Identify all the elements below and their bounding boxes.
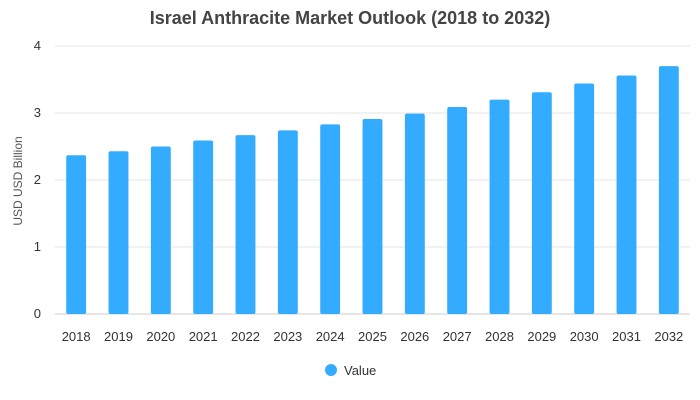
bar-2029[interactable] xyxy=(531,92,552,314)
y-tick-label: 0 xyxy=(34,306,41,321)
x-tick-label: 2027 xyxy=(443,329,472,344)
x-tick-label: 2029 xyxy=(527,329,556,344)
x-tick-label: 2019 xyxy=(104,329,133,344)
bar-2026[interactable] xyxy=(404,113,425,314)
bar-2021[interactable] xyxy=(193,140,214,314)
bar-2028[interactable] xyxy=(489,99,510,314)
y-tick-label: 3 xyxy=(34,105,41,120)
x-tick-label: 2023 xyxy=(273,329,302,344)
y-tick-label: 4 xyxy=(34,38,41,53)
x-axis-ticks: 2018 2019 2020 2021 2022 2023 2024 2025 2026 2027… xyxy=(62,329,684,344)
x-tick-label: 2028 xyxy=(485,329,514,344)
chart-title: Israel Anthracite Market Outlook (2018 t… xyxy=(149,8,551,28)
x-tick-label: 2024 xyxy=(316,329,345,344)
bar-2031[interactable] xyxy=(616,75,637,314)
bar-2022[interactable] xyxy=(235,135,256,314)
bar-2025[interactable] xyxy=(362,119,383,314)
bar-2020[interactable] xyxy=(150,146,171,315)
y-tick-label: 2 xyxy=(34,172,41,187)
bar-2023[interactable] xyxy=(277,130,298,314)
legend[interactable]: Value xyxy=(325,363,376,378)
bars xyxy=(66,66,679,315)
bar-2030[interactable] xyxy=(574,83,595,315)
legend-swatch-value xyxy=(325,364,337,376)
legend-label-value: Value xyxy=(344,363,376,378)
x-tick-label: 2032 xyxy=(654,329,683,344)
x-tick-label: 2020 xyxy=(146,329,175,344)
x-tick-label: 2026 xyxy=(400,329,429,344)
bar-2024[interactable] xyxy=(320,124,341,314)
y-axis-label: USD USD Billion xyxy=(11,136,25,225)
x-tick-label: 2025 xyxy=(358,329,387,344)
x-tick-label: 2030 xyxy=(570,329,599,344)
x-tick-label: 2018 xyxy=(62,329,91,344)
x-tick-label: 2021 xyxy=(189,329,218,344)
bar-2027[interactable] xyxy=(447,106,468,314)
bar-2032[interactable] xyxy=(658,66,679,314)
bar-2018[interactable] xyxy=(66,155,87,314)
x-tick-label: 2031 xyxy=(612,329,641,344)
x-tick-label: 2022 xyxy=(231,329,260,344)
y-tick-label: 1 xyxy=(34,239,41,254)
bar-2019[interactable] xyxy=(108,151,129,314)
y-axis-ticks: 0 1 2 3 4 xyxy=(34,38,41,321)
